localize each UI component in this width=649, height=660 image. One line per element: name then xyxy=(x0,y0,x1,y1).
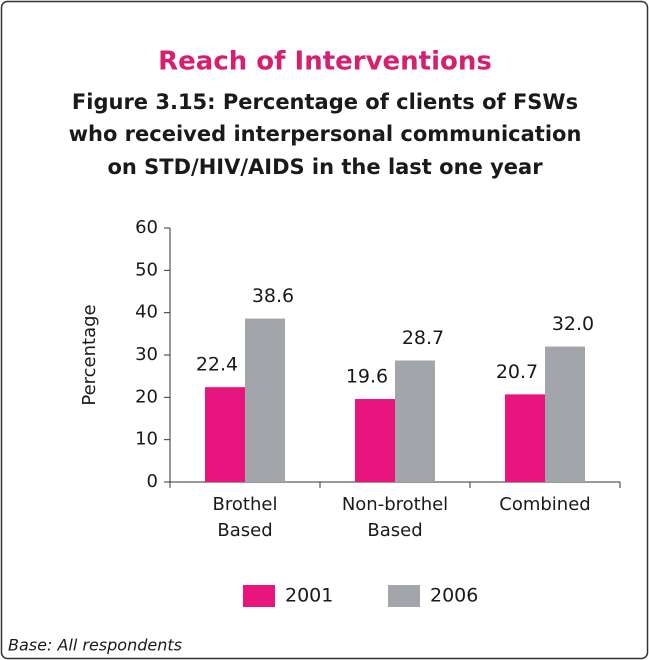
bar xyxy=(205,387,245,482)
x-tick-label-box: Brothel Based xyxy=(212,494,278,541)
y-tick-label: 10 xyxy=(135,429,158,450)
bar xyxy=(505,394,545,482)
subtitle: on STD/HIV/AIDS in the last one year xyxy=(107,155,543,179)
value-label: 22.4 xyxy=(196,354,238,376)
x-tick-label: Non-brothel Based xyxy=(341,494,449,541)
x-tick-label-box: Combined xyxy=(499,494,591,515)
y-tick-label: 0 xyxy=(147,471,158,492)
value-label: 19.6 xyxy=(346,366,388,388)
legend-swatch xyxy=(243,585,275,607)
y-tick-label: 30 xyxy=(135,344,158,365)
bar xyxy=(395,360,435,482)
y-tick-label: 20 xyxy=(135,386,158,407)
legend-label: 2001 xyxy=(285,585,333,607)
legend-label: 2006 xyxy=(430,585,478,607)
y-tick-label: 40 xyxy=(135,302,158,323)
x-tick-label: Combined xyxy=(499,494,591,515)
x-tick-label-box: Non-brothel Based xyxy=(341,494,449,541)
y-tick-label: 50 xyxy=(135,259,158,280)
y-axis-label: Percentage xyxy=(79,304,100,405)
value-label: 38.6 xyxy=(252,285,294,307)
chart-title: Reach of Interventions xyxy=(158,47,492,77)
footnote: Base: All respondents xyxy=(8,636,182,655)
x-tick-label: Brothel Based xyxy=(212,494,278,541)
subtitle: Figure 3.15: Percentage of clients of FS… xyxy=(72,90,578,114)
value-label: 20.7 xyxy=(496,361,538,383)
subtitle: who received interpersonal communication xyxy=(69,122,582,146)
value-label: 32.0 xyxy=(552,313,594,335)
legend-swatch xyxy=(388,585,420,607)
y-tick-label: 60 xyxy=(135,217,158,238)
bar xyxy=(355,399,395,482)
bar xyxy=(545,346,585,482)
bar xyxy=(245,318,285,482)
value-label: 28.7 xyxy=(402,327,444,349)
